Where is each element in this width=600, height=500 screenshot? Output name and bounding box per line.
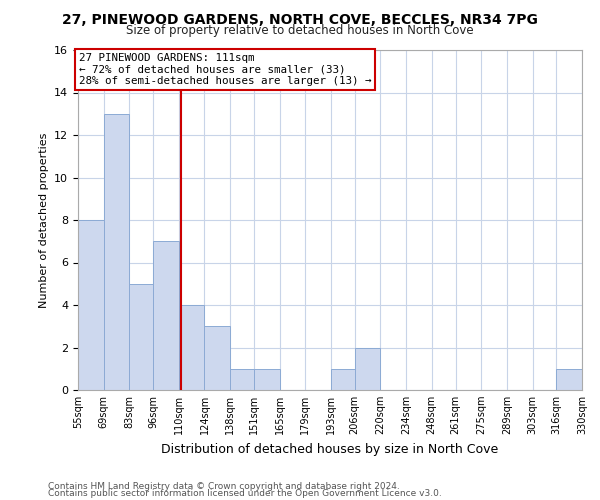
Bar [104, 114, 130, 390]
Bar [179, 305, 205, 390]
X-axis label: Distribution of detached houses by size in North Cove: Distribution of detached houses by size … [161, 442, 499, 456]
Bar [78, 220, 104, 390]
Y-axis label: Number of detached properties: Number of detached properties [38, 132, 49, 308]
Bar [205, 326, 230, 390]
Bar [331, 369, 355, 390]
Text: Contains HM Land Registry data © Crown copyright and database right 2024.: Contains HM Land Registry data © Crown c… [48, 482, 400, 491]
Bar [355, 348, 380, 390]
Bar [254, 369, 280, 390]
Bar [153, 242, 179, 390]
Bar [130, 284, 153, 390]
Text: 27, PINEWOOD GARDENS, NORTH COVE, BECCLES, NR34 7PG: 27, PINEWOOD GARDENS, NORTH COVE, BECCLE… [62, 12, 538, 26]
Text: Contains public sector information licensed under the Open Government Licence v3: Contains public sector information licen… [48, 490, 442, 498]
Bar [556, 369, 582, 390]
Text: 27 PINEWOOD GARDENS: 111sqm
← 72% of detached houses are smaller (33)
28% of sem: 27 PINEWOOD GARDENS: 111sqm ← 72% of det… [79, 53, 371, 86]
Bar [230, 369, 254, 390]
Text: Size of property relative to detached houses in North Cove: Size of property relative to detached ho… [126, 24, 474, 37]
